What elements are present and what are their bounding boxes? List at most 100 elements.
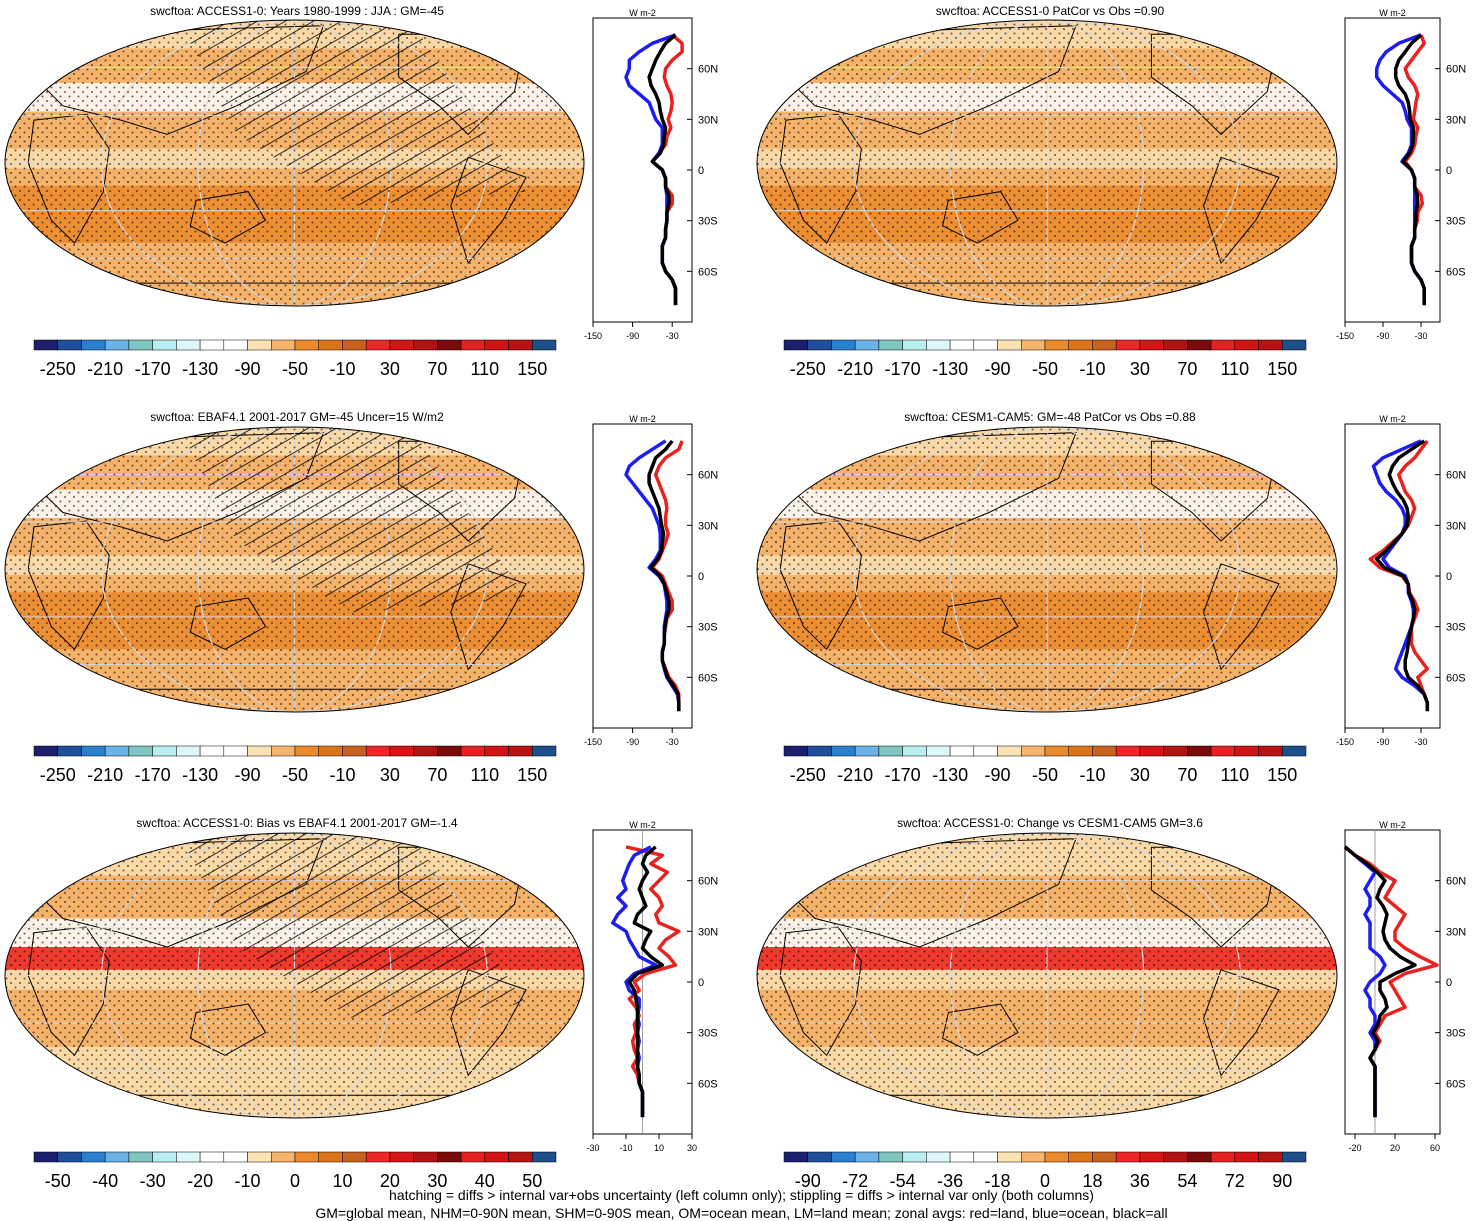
colorbar-tick-label: 110 [470, 359, 499, 379]
colorbar-swatch [926, 1151, 951, 1163]
map-border [4, 19, 585, 307]
colorbar-swatch [973, 1151, 998, 1163]
zonal-ytick-label: 60S [698, 1078, 718, 1090]
zonal-units-label: W m-2 [629, 414, 656, 424]
map-border [756, 832, 1338, 1119]
map-title: swcftoa: EBAF4.1 2001-2017 GM=-45 Uncer=… [150, 410, 444, 424]
colorbar-swatch [1258, 1151, 1283, 1163]
zonal-line-all [647, 33, 678, 306]
colorbar-tick-label: 150 [1267, 359, 1297, 379]
map-title: swcftoa: ACCESS1-0: Years 1980-1999 : JJ… [150, 4, 444, 18]
zonal-units-label: W m-2 [1379, 414, 1406, 424]
colorbar-swatch [1282, 339, 1307, 351]
colorbar-tick-label: 30 [427, 1171, 447, 1191]
hatching [178, 427, 527, 613]
map-title: swcftoa: ACCESS1-0 PatCor vs Obs =0.90 [935, 4, 1165, 18]
colorbar-tick-label: 150 [517, 359, 547, 379]
zonal-line-all [1374, 439, 1430, 712]
colorbar-tick-label: 30 [1130, 765, 1150, 785]
map-border [756, 426, 1338, 713]
colorbar-tick-label: -10 [1079, 359, 1105, 379]
map-title: swcftoa: ACCESS1-0: Bias vs EBAF4.1 2001… [136, 816, 458, 830]
colorbar-tick-label: -10 [235, 1171, 261, 1191]
colorbar-swatch [1210, 1151, 1236, 1163]
zonal-line-land [625, 845, 681, 1118]
colorbar-tick-label: 70 [1177, 359, 1197, 379]
zonal-xtick-label: 10 [654, 1143, 664, 1153]
colorbar-tick-label: -50 [1032, 359, 1058, 379]
colorbar-swatch [1021, 1151, 1046, 1163]
colorbar-tick-label: -54 [890, 1171, 916, 1191]
zonal-ytick-label: 0 [1446, 571, 1452, 583]
colorbar-tick-label: -130 [182, 765, 218, 785]
colorbar-swatch [1234, 1151, 1259, 1163]
zonal-xtick-label: -30 [666, 331, 679, 341]
zonal-xtick-label: 20 [1390, 1143, 1400, 1153]
zonal-ytick-label: 30S [698, 216, 718, 228]
zonal-xtick-label: -150 [584, 737, 602, 747]
colorbar-tick-label: 70 [427, 765, 447, 785]
colorbar-swatch [1092, 1151, 1117, 1163]
zonal-line-all [1393, 33, 1426, 306]
colorbar-swatch [1044, 1151, 1069, 1163]
colorbar-tick-label: -90 [985, 765, 1011, 785]
colorbar-tick-label: 36 [1130, 1171, 1150, 1191]
zonal-xtick-label: -20 [1348, 1143, 1361, 1153]
zonal-ytick-label: 30N [1446, 926, 1466, 938]
zonal-xtick-label: 30 [687, 1143, 697, 1153]
colorbar-tick-label: 70 [1177, 765, 1197, 785]
map-field [757, 833, 1337, 1118]
colorbar-swatch [1163, 1151, 1188, 1163]
zonal-ytick-label: 30S [1446, 622, 1466, 634]
colorbar-tick-label: -10 [1079, 765, 1105, 785]
stippling [757, 20, 1337, 306]
zonal-xtick-label: -150 [584, 331, 602, 341]
colorbar-tick-label: -10 [329, 765, 355, 785]
zonal-units-label: W m-2 [629, 8, 656, 18]
zonal-ytick-label: 60S [698, 672, 718, 684]
colorbar-tick-label: -50 [282, 765, 308, 785]
zonal-ytick-label: 60S [1446, 266, 1466, 278]
colorbar-tick-label: -90 [985, 359, 1011, 379]
colorbar-swatch [1282, 1151, 1307, 1163]
zonal-ytick-label: 60N [698, 470, 718, 482]
zonal-ytick-label: 30N [1446, 114, 1466, 126]
colorbar-tick-label: -170 [885, 765, 921, 785]
zonal-units-label: W m-2 [1379, 820, 1406, 830]
colorbar-tick-label: -250 [40, 765, 76, 785]
colorbar-tick-label: -50 [1032, 765, 1058, 785]
colorbar-swatch [532, 339, 557, 351]
zonal-xtick-label: -90 [626, 737, 639, 747]
colorbar-tick-label: 150 [1267, 765, 1297, 785]
colorbar-tick-label: -210 [837, 359, 873, 379]
zonal-xtick-label: -90 [1376, 737, 1389, 747]
colorbar-tick-label: 110 [470, 765, 499, 785]
colorbar-tick-label: -250 [790, 359, 826, 379]
zonal-ytick-label: 0 [1446, 165, 1452, 177]
zonal-ytick-label: 30N [698, 520, 718, 532]
zonal-xtick-label: -150 [1336, 331, 1354, 341]
colorbar-swatch [831, 1151, 856, 1163]
zonal-xtick-label: -10 [619, 1143, 632, 1153]
zonal-ytick-label: 0 [1446, 977, 1452, 989]
zonal-xtick-label: -30 [666, 737, 679, 747]
colorbar-tick-label: -20 [187, 1171, 213, 1191]
zonal-xtick-label: -90 [1376, 331, 1389, 341]
colorbar-tick-label: 10 [332, 1171, 352, 1191]
colorbar-tick-label: 30 [1130, 359, 1150, 379]
zonal-line-land [1343, 845, 1439, 1118]
colorbar-tick-label: -10 [329, 359, 355, 379]
zonal-ytick-label: 60N [1446, 876, 1466, 888]
colorbar-tick-label: -18 [985, 1171, 1011, 1191]
zonal-units-label: W m-2 [1379, 8, 1406, 18]
stippling [757, 427, 1337, 712]
colorbar-tick-label: -90 [235, 359, 261, 379]
colorbar-tick-label: 90 [1272, 1171, 1292, 1191]
zonal-ytick-label: 60S [698, 266, 718, 278]
zonal-xtick-label: -30 [1414, 737, 1427, 747]
colorbar-tick-label: -210 [87, 359, 123, 379]
colorbar-swatch [997, 1151, 1022, 1163]
